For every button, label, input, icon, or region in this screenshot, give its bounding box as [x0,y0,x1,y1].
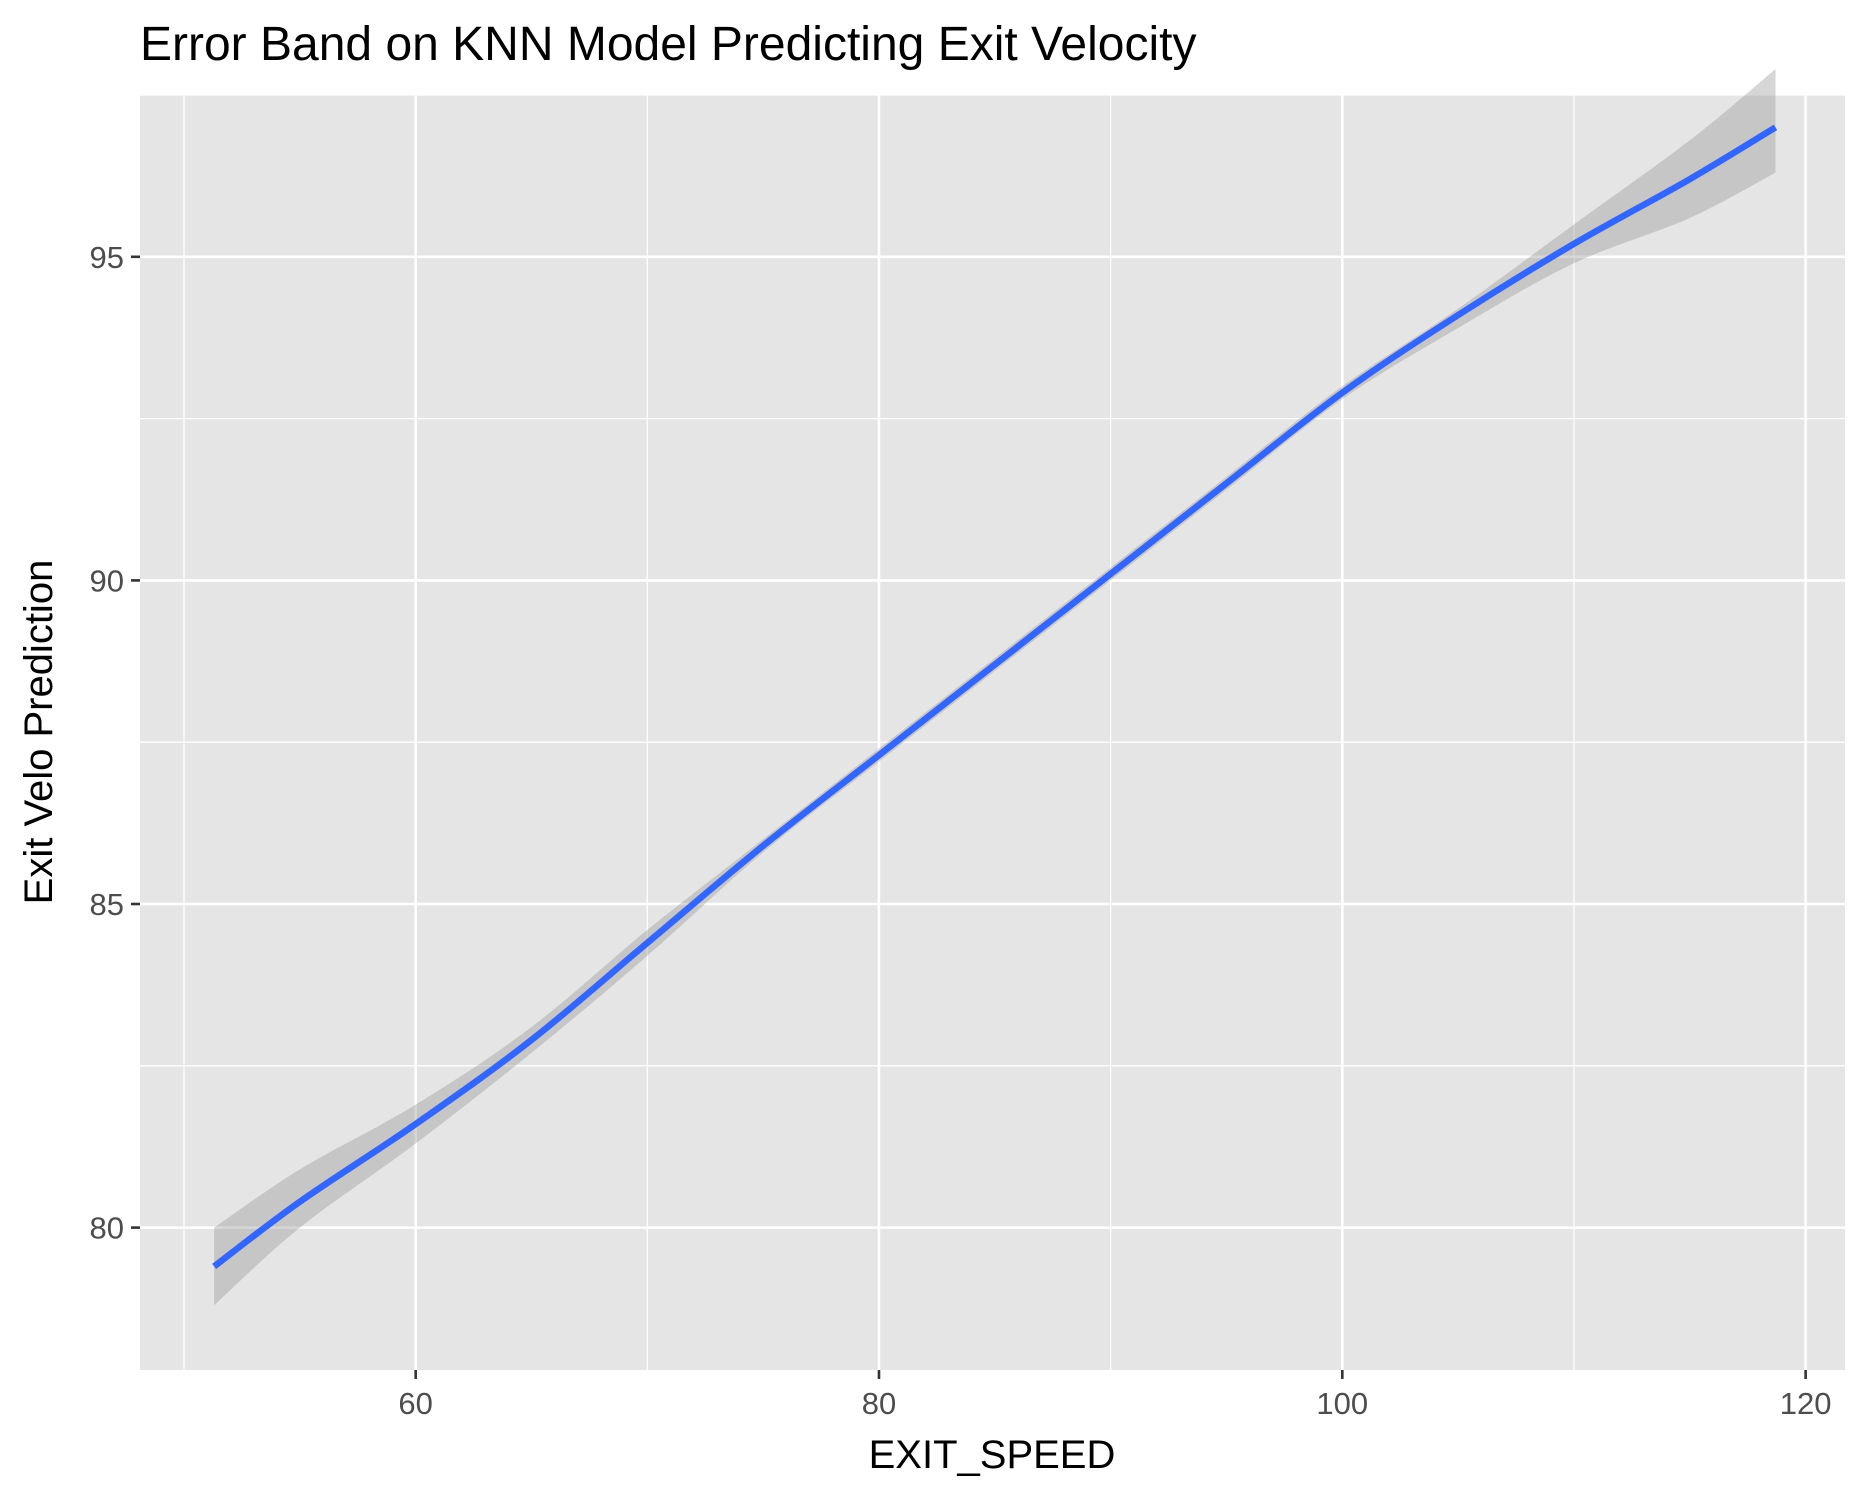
y-tick-label: 80 [90,1211,124,1246]
y-axis: 80 85 90 95 [90,240,140,1246]
fit-line [212,124,1778,1270]
x-tick-label: 120 [1780,1386,1832,1421]
series-layer [212,69,1778,1306]
y-tick-label: 95 [90,240,124,275]
y-tick-label: 85 [90,887,124,922]
chart-title: Error Band on KNN Model Predicting Exit … [140,18,1196,71]
x-tick-label: 60 [398,1386,432,1421]
x-axis-title: EXIT_SPEED [869,1433,1116,1477]
grid-minor [140,94,1845,1370]
confidence-band [214,69,1776,1306]
x-tick-label: 100 [1316,1386,1368,1421]
x-tick-label: 80 [862,1386,896,1421]
y-tick-label: 90 [90,563,124,598]
y-axis-title: Exit Velo Prediction [17,560,61,905]
x-axis: 60 80 100 120 [398,1370,1831,1421]
grid-major [140,95,1845,1370]
plot-panel [140,95,1845,1370]
